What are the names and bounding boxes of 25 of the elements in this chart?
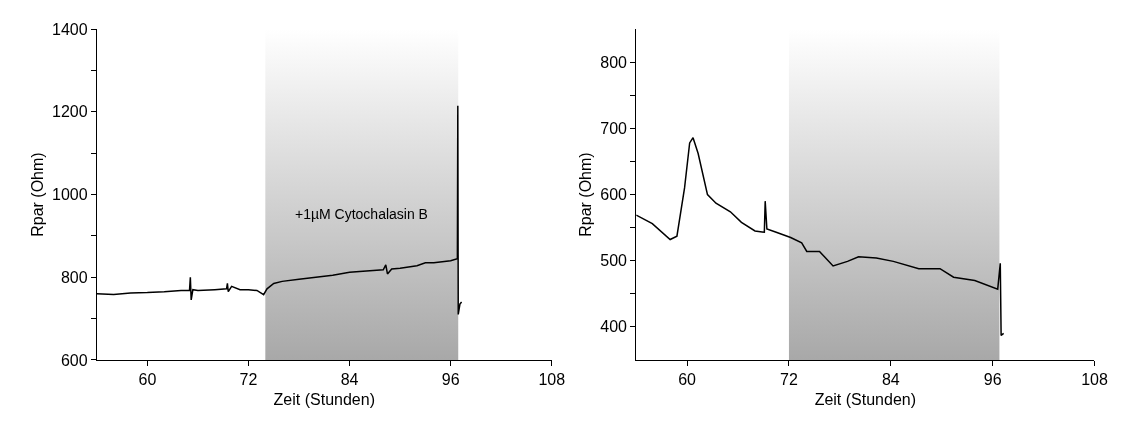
x-tick-label: 72 <box>239 371 258 389</box>
x-tick-label: 96 <box>983 371 1002 389</box>
y-tick-label: 800 <box>600 53 628 71</box>
y-tick-label: 1400 <box>52 20 88 38</box>
y-tick-label: 400 <box>600 318 628 336</box>
x-tick-label: 96 <box>441 371 460 389</box>
y-tick-label: 700 <box>600 120 628 138</box>
x-tick-label: 108 <box>538 371 566 389</box>
y-tick-label: 600 <box>60 351 88 369</box>
x-tick-label: 72 <box>780 371 798 389</box>
y-tick-label: 800 <box>60 268 88 286</box>
y-axis-title: Rpar (Ohm) <box>28 152 46 237</box>
x-tick-label: 84 <box>340 371 359 389</box>
x-tick-label: 60 <box>138 371 157 389</box>
y-axis-title: Rpar (Ohm) <box>577 152 595 237</box>
x-axis-title: Zeit (Stunden) <box>814 390 917 408</box>
x-tick-label: 60 <box>678 371 697 389</box>
x-tick-label: 84 <box>881 371 900 389</box>
y-tick-label: 1000 <box>52 186 88 204</box>
y-tick-label: 1200 <box>52 103 88 121</box>
band-label: +1µM Cytochalasin B <box>295 206 428 222</box>
x-tick-label: 108 <box>1081 371 1108 389</box>
y-tick-label: 500 <box>600 252 628 270</box>
y-tick-label: 600 <box>600 186 628 204</box>
x-axis-title: Zeit (Stunden) <box>273 390 375 408</box>
